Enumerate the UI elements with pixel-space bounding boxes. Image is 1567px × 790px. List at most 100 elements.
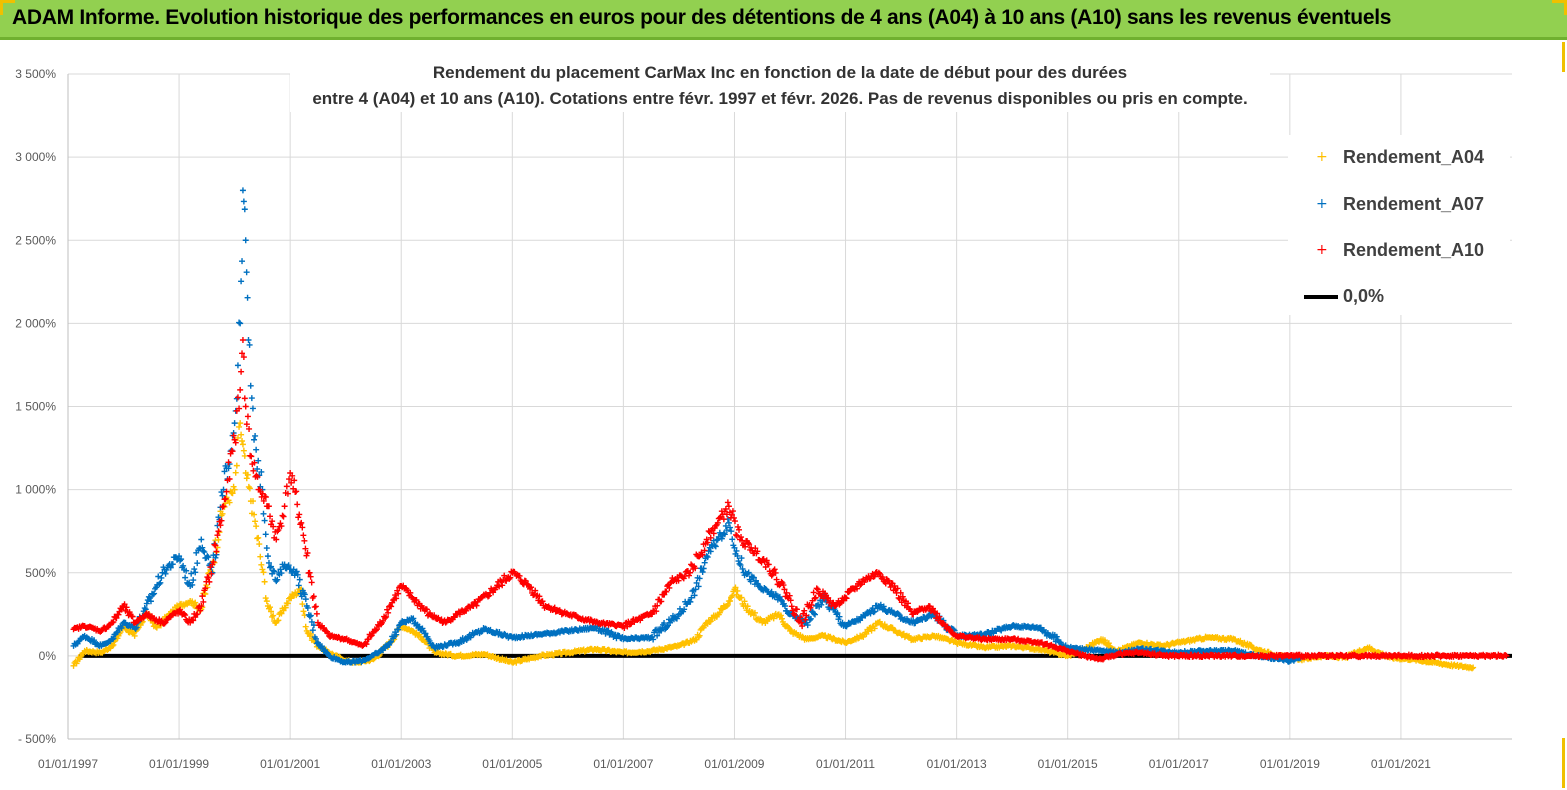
data-point-fill (695, 583, 702, 590)
data-point-fill (167, 564, 174, 571)
data-point-fill (238, 278, 245, 285)
data-point-fill (156, 581, 163, 588)
x-tick-label: 01/01/2013 (927, 757, 987, 771)
data-point-fill (278, 570, 285, 577)
data-point-fill (696, 575, 703, 582)
data-point-fill (250, 498, 257, 505)
data-point-fill (300, 532, 307, 539)
data-point-fill (249, 405, 256, 412)
chart-legend: + Rendement_A04 + Rendement_A07 + Rendem… (1288, 135, 1510, 315)
data-point-fill (650, 636, 657, 643)
data-point-fill (297, 590, 304, 597)
y-tick-label: - 500% (18, 732, 56, 746)
frame-corner (1554, 42, 1565, 72)
data-point-fill (233, 462, 240, 469)
chart-title: Rendement du placement CarMax Inc en fon… (290, 60, 1270, 112)
data-point-fill (202, 591, 209, 598)
series-Rendement_A04 (70, 420, 1477, 672)
data-point-fill (201, 549, 208, 556)
data-point-fill (304, 604, 311, 611)
data-point-fill (241, 206, 248, 213)
data-point (237, 386, 244, 393)
report-title: ADAM Informe. Evolution historique des p… (12, 6, 1392, 29)
data-point (231, 420, 238, 427)
data-point (281, 503, 288, 510)
data-point-fill (687, 598, 694, 605)
data-point-fill (247, 382, 254, 389)
data-point-fill (270, 612, 277, 619)
data-point-fill (192, 569, 199, 576)
y-tick-label: 1 500% (15, 400, 56, 414)
data-point (237, 320, 244, 327)
data-point-fill (395, 626, 402, 633)
data-point-fill (1105, 640, 1112, 647)
data-point-fill (283, 483, 290, 490)
data-point-fill (254, 465, 261, 472)
data-point-fill (732, 584, 739, 591)
legend-item-a07: + Rendement_A07 (1288, 192, 1510, 222)
data-point-fill (285, 562, 292, 569)
data-point-fill (282, 604, 289, 611)
data-point-fill (728, 528, 735, 535)
data-point-fill (143, 600, 150, 607)
data-point-fill (258, 468, 265, 475)
data-point-fill (262, 595, 269, 602)
data-point-fill (151, 590, 158, 597)
data-point (251, 511, 258, 518)
data-point-fill (217, 522, 224, 529)
data-point-fill (200, 548, 207, 555)
data-point-fill (724, 499, 731, 506)
data-point-fill (296, 576, 303, 583)
data-point-fill (727, 597, 734, 604)
data-point (387, 639, 394, 646)
data-point-fill (301, 537, 308, 544)
data-point (109, 636, 116, 643)
data-point-fill (186, 579, 193, 586)
data-point-fill (263, 598, 270, 605)
data-point-fill (244, 294, 251, 301)
y-tick-label: 3 500% (15, 67, 56, 81)
data-point-fill (225, 465, 232, 472)
data-point-fill (238, 431, 245, 438)
data-point-fill (234, 434, 241, 441)
data-point-fill (744, 603, 751, 610)
data-point-fill (241, 395, 248, 402)
data-point-fill (178, 556, 185, 563)
data-point-fill (211, 541, 218, 548)
frame-corner (1554, 738, 1565, 788)
x-tick-label: 01/01/2019 (1260, 757, 1320, 771)
data-point-fill (309, 627, 316, 634)
data-point-fill (1237, 637, 1244, 644)
data-point-fill (308, 579, 315, 586)
data-point-fill (141, 605, 148, 612)
data-point-fill (191, 566, 198, 573)
legend-label-a04: Rendement_A04 (1343, 147, 1485, 167)
data-point-fill (270, 567, 277, 574)
zero-line-swatch (1304, 295, 1338, 299)
data-point-fill (810, 589, 817, 596)
data-point-fill (257, 553, 264, 560)
data-point-fill (258, 561, 265, 568)
data-point (306, 569, 313, 576)
data-point (281, 561, 288, 568)
data-point-fill (236, 319, 243, 326)
data-point (70, 662, 77, 669)
data-point-fill (681, 606, 688, 613)
x-tick-label: 01/01/2001 (260, 757, 320, 771)
data-point (259, 566, 266, 573)
data-point-fill (221, 468, 228, 475)
data-point-fill (304, 630, 311, 637)
data-point-fill (295, 582, 302, 589)
data-point-fill (243, 269, 250, 276)
data-point (264, 553, 271, 560)
data-point-fill (255, 534, 262, 541)
data-point-fill (393, 631, 400, 638)
data-point-fill (736, 560, 743, 567)
data-point-fill (729, 508, 736, 515)
y-tick-label: 0% (39, 649, 57, 663)
data-point-fill (183, 567, 190, 574)
data-point-fill (213, 548, 220, 555)
data-point-fill (300, 608, 307, 615)
data-point-fill (252, 432, 259, 439)
data-point-fill (741, 598, 748, 605)
